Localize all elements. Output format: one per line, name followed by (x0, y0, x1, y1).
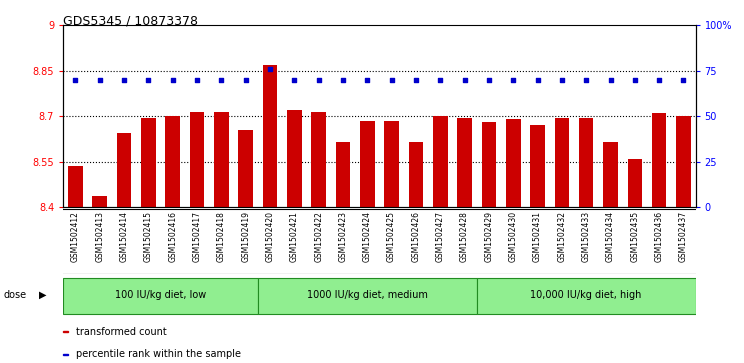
Bar (458, 118, 472, 207)
Bar (385, 121, 399, 207)
Point (312, 77, 324, 83)
Text: GDS5345 / 10873378: GDS5345 / 10873378 (63, 15, 198, 28)
Bar (190, 112, 205, 207)
Point (580, 77, 592, 83)
Point (216, 77, 228, 83)
Text: ▶: ▶ (39, 290, 46, 300)
Point (167, 77, 179, 83)
Point (69, 77, 81, 83)
Point (507, 77, 519, 83)
Text: GSM1502425: GSM1502425 (387, 211, 396, 262)
Text: GSM1502419: GSM1502419 (241, 211, 250, 262)
Bar (287, 110, 301, 207)
Text: GSM1502436: GSM1502436 (655, 211, 664, 262)
Text: GSM1502433: GSM1502433 (582, 211, 591, 262)
Bar (676, 116, 690, 207)
Bar (579, 118, 594, 207)
Text: transformed count: transformed count (76, 327, 167, 337)
Point (264, 66, 276, 72)
Text: GSM1502422: GSM1502422 (314, 211, 323, 262)
Text: GSM1502437: GSM1502437 (679, 211, 688, 262)
Bar (311, 112, 326, 207)
Bar (165, 116, 180, 207)
Bar (263, 65, 278, 207)
Text: GSM1502418: GSM1502418 (217, 211, 226, 262)
Bar (603, 142, 618, 207)
Bar (360, 121, 374, 207)
Point (289, 77, 301, 83)
Bar (433, 116, 448, 207)
Bar (652, 113, 667, 207)
Point (678, 77, 690, 83)
Bar (214, 112, 228, 207)
Text: GSM1502416: GSM1502416 (168, 211, 177, 262)
Bar (408, 142, 423, 207)
Text: GSM1502424: GSM1502424 (363, 211, 372, 262)
Bar (238, 130, 253, 207)
Point (483, 77, 495, 83)
Text: dose: dose (4, 290, 27, 300)
Point (629, 77, 641, 83)
Text: GSM1502423: GSM1502423 (339, 211, 347, 262)
Point (118, 77, 130, 83)
Text: GSM1502426: GSM1502426 (411, 211, 420, 262)
Bar (336, 142, 350, 207)
Text: GSM1502427: GSM1502427 (436, 211, 445, 262)
Bar (141, 118, 155, 207)
Point (653, 77, 665, 83)
Text: 100 IU/kg diet, low: 100 IU/kg diet, low (115, 290, 206, 300)
Point (556, 77, 568, 83)
Bar (506, 119, 521, 207)
FancyBboxPatch shape (63, 278, 258, 314)
Bar (63, 331, 68, 332)
Point (458, 77, 470, 83)
Text: GSM1502413: GSM1502413 (95, 211, 104, 262)
Point (410, 77, 422, 83)
FancyBboxPatch shape (477, 278, 696, 314)
Point (362, 77, 373, 83)
Bar (92, 196, 107, 207)
Bar (63, 354, 68, 355)
Text: GSM1502415: GSM1502415 (144, 211, 153, 262)
Text: GSM1502417: GSM1502417 (193, 211, 202, 262)
Text: GSM1502434: GSM1502434 (606, 211, 615, 262)
Point (385, 77, 397, 83)
Point (337, 77, 349, 83)
Bar (530, 125, 545, 207)
Text: GSM1502420: GSM1502420 (266, 211, 275, 262)
Bar (117, 133, 132, 207)
Text: GSM1502430: GSM1502430 (509, 211, 518, 262)
Text: percentile rank within the sample: percentile rank within the sample (76, 349, 241, 359)
Point (142, 77, 154, 83)
Text: GSM1502428: GSM1502428 (460, 211, 469, 262)
Point (434, 77, 446, 83)
FancyBboxPatch shape (258, 278, 477, 314)
Point (94, 77, 106, 83)
Point (240, 77, 251, 83)
Text: GSM1502414: GSM1502414 (120, 211, 129, 262)
Bar (554, 118, 569, 207)
Bar (68, 166, 83, 207)
Point (191, 77, 203, 83)
Text: 1000 IU/kg diet, medium: 1000 IU/kg diet, medium (307, 290, 428, 300)
Text: 10,000 IU/kg diet, high: 10,000 IU/kg diet, high (530, 290, 642, 300)
Text: GSM1502421: GSM1502421 (290, 211, 299, 262)
Text: GSM1502435: GSM1502435 (630, 211, 639, 262)
Text: GSM1502412: GSM1502412 (71, 211, 80, 262)
Bar (627, 159, 642, 207)
Text: GSM1502432: GSM1502432 (557, 211, 566, 262)
Point (531, 77, 543, 83)
Bar (481, 122, 496, 207)
Text: GSM1502429: GSM1502429 (484, 211, 493, 262)
Text: GSM1502431: GSM1502431 (533, 211, 542, 262)
Point (605, 77, 617, 83)
